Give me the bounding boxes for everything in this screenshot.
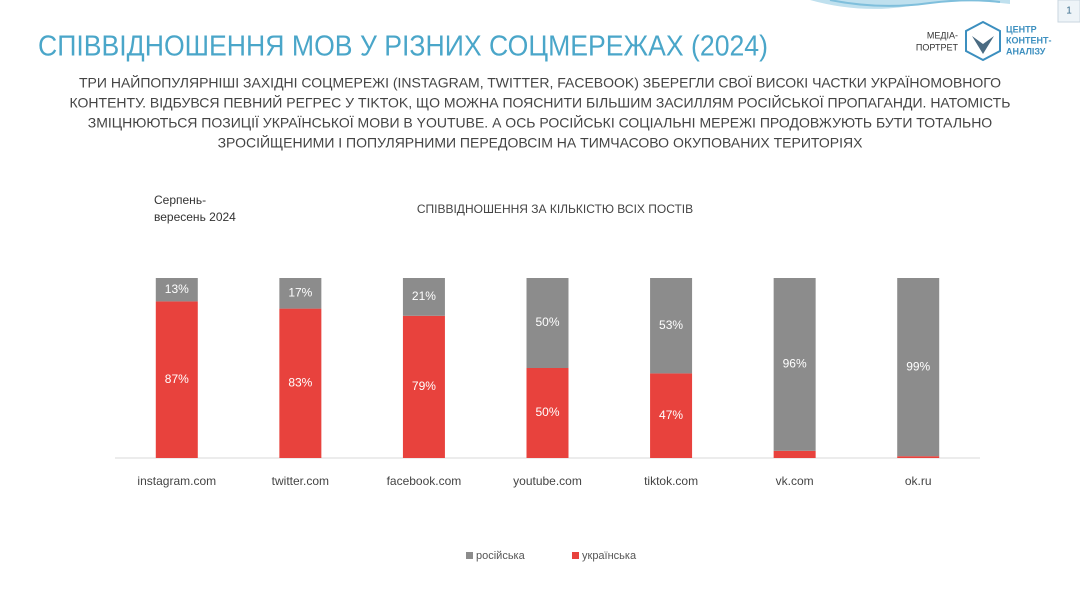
bar-segment — [402, 315, 445, 458]
logo: МЕДІА- ПОРТРЕТ ЦЕНТР КОНТЕНТ- АНАЛІЗУ — [916, 20, 1052, 62]
decor-wave-line — [829, 0, 1001, 7]
data-label: 79% — [412, 379, 436, 393]
bar-segment — [650, 278, 693, 374]
x-tick-label: instagram.com — [137, 474, 216, 488]
annotation: Серпень- — [154, 193, 206, 207]
page-number-box — [1057, 0, 1080, 23]
logo-icon — [965, 20, 1001, 62]
bar-segment — [526, 368, 569, 458]
x-tick-label: youtube.com — [513, 474, 582, 488]
bar-segment — [773, 278, 816, 451]
logo-text: АНАЛІЗУ — [1006, 46, 1046, 56]
data-label: 47% — [659, 408, 683, 422]
subtitle-line: ЗМІЦНЮЮТЬСЯ ПОЗИЦІЇ УКРАЇНСЬКОЇ МОВИ В Y… — [88, 114, 993, 131]
legend-swatch — [466, 552, 473, 559]
bar-segment — [897, 278, 940, 457]
logo-text: КОНТЕНТ- — [1006, 35, 1052, 45]
data-label: 87% — [165, 372, 189, 386]
logo-text: ПОРТРЕТ — [916, 42, 959, 52]
bar-segment — [155, 278, 198, 302]
data-label: 96% — [783, 357, 807, 371]
slide-title: СПІВВІДНОШЕННЯ МОВ У РІЗНИХ СОЦМЕРЕЖАХ (… — [38, 31, 768, 63]
bar-segment — [279, 308, 322, 458]
subtitle-line: ТРИ НАЙПОПУЛЯРНІШІ ЗАХІДНІ СОЦМЕРЕЖІ (IN… — [79, 74, 1001, 91]
data-label: 83% — [288, 375, 312, 389]
legend-label: російська — [476, 550, 526, 562]
x-tick-label: facebook.com — [387, 474, 462, 488]
page-number: 1 — [1066, 6, 1072, 17]
data-label: 99% — [906, 359, 930, 373]
bar-segment — [155, 301, 198, 458]
x-tick-label: ok.ru — [905, 474, 932, 488]
data-label: 13% — [165, 282, 189, 296]
legend-swatch — [572, 552, 579, 559]
x-tick-label: vk.com — [776, 474, 814, 488]
data-label: 50% — [535, 405, 559, 419]
legend-label: українська — [582, 550, 637, 562]
logo-text: МЕДІА- — [927, 30, 958, 40]
data-label: 17% — [288, 285, 312, 299]
data-label: 50% — [535, 315, 559, 329]
data-label: 21% — [412, 289, 436, 303]
chart-title: СПІВВІДНОШЕННЯ ЗА КІЛЬКІСТЮ ВСІХ ПОСТІВ — [417, 202, 693, 216]
subtitle-line: ЗРОСІЙЩЕНИМИ І ПОПУЛЯРНИМИ ПЕРЕДОВСІМ НА… — [218, 134, 863, 151]
x-tick-label: tiktok.com — [644, 474, 698, 488]
logo-icon — [972, 36, 994, 54]
data-label: 53% — [659, 318, 683, 332]
bar-segment — [402, 278, 445, 316]
bar-segment — [650, 373, 693, 458]
bar-segment — [897, 456, 940, 458]
subtitle: ТРИ НАЙПОПУЛЯРНІШІ ЗАХІДНІ СОЦМЕРЕЖІ (IN… — [70, 74, 1011, 151]
x-tick-label: twitter.com — [272, 474, 329, 488]
logo-text: ЦЕНТР — [1006, 24, 1037, 34]
subtitle-line: КОНТЕНТУ. ВІДБУВСЯ ПЕВНИЙ РЕГРЕС У TIKTO… — [70, 94, 1011, 111]
bar-segment — [526, 278, 569, 368]
bar-segment — [279, 278, 322, 309]
annotation: вересень 2024 — [154, 210, 236, 224]
bar-segment — [773, 450, 816, 458]
